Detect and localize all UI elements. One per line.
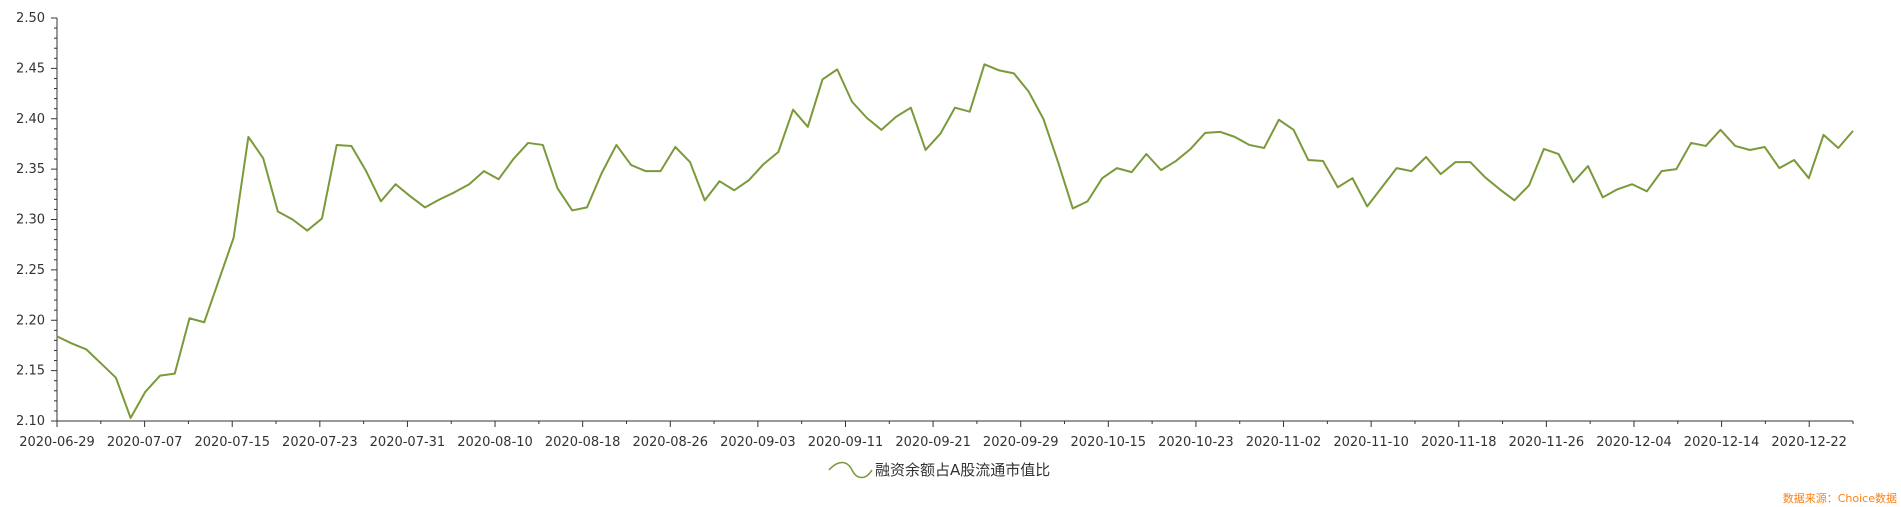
x-tick-label: 2020-08-26	[632, 435, 708, 450]
x-tick-label: 2020-07-31	[370, 435, 446, 450]
x-tick-label: 2020-11-02	[1246, 435, 1322, 450]
x-tick-label: 2020-07-15	[194, 435, 270, 450]
y-tick-label: 2.40	[16, 112, 45, 127]
legend-line-icon	[828, 461, 873, 479]
x-tick-label: 2020-10-15	[1071, 435, 1147, 450]
x-tick-label: 2020-11-26	[1509, 435, 1585, 450]
x-tick-label: 2020-12-14	[1684, 435, 1760, 450]
plot-area	[56, 63, 1854, 419]
x-tick-label: 2020-06-29	[19, 435, 95, 450]
x-tick-label: 2020-08-18	[545, 435, 621, 450]
x-tick-label: 2020-08-10	[457, 435, 533, 450]
y-tick-label: 2.45	[16, 61, 45, 76]
x-tick-label: 2020-09-11	[808, 435, 884, 450]
x-tick-label: 2020-09-21	[895, 435, 971, 450]
x-tick-label: 2020-12-04	[1596, 435, 1672, 450]
y-tick-label: 2.35	[16, 162, 45, 177]
x-axis: 2020-06-29 2020-07-07 2020-07-15 2020-07-23…	[19, 420, 1854, 450]
x-tick-label: 2020-09-29	[983, 435, 1059, 450]
source-note: 数据来源：Choice数据	[1783, 491, 1897, 505]
x-tick-label: 2020-09-03	[720, 435, 796, 450]
y-tick-label: 2.15	[16, 364, 45, 379]
x-tick-label: 2020-12-22	[1771, 435, 1847, 450]
y-tick-label: 2.30	[16, 213, 45, 228]
y-tick-label: 2.25	[16, 263, 45, 278]
x-tick-label: 2020-11-18	[1421, 435, 1497, 450]
x-tick-label: 2020-07-23	[282, 435, 358, 450]
legend-label: 融资余额占A股流通市值比	[875, 461, 1050, 479]
series-line	[56, 63, 1854, 419]
x-tick-label: 2020-10-23	[1158, 435, 1234, 450]
legend[interactable]: 融资余额占A股流通市值比	[828, 461, 1050, 479]
x-tick-label: 2020-07-07	[107, 435, 183, 450]
y-axis: 2.10 2.15 2.20 2.25 2.30 2.35 2.40 2.45 2.50	[16, 11, 58, 429]
y-tick-label: 2.50	[16, 11, 45, 26]
y-tick-label: 2.10	[16, 414, 45, 429]
y-tick-label: 2.20	[16, 313, 45, 328]
x-tick-label: 2020-11-10	[1333, 435, 1409, 450]
